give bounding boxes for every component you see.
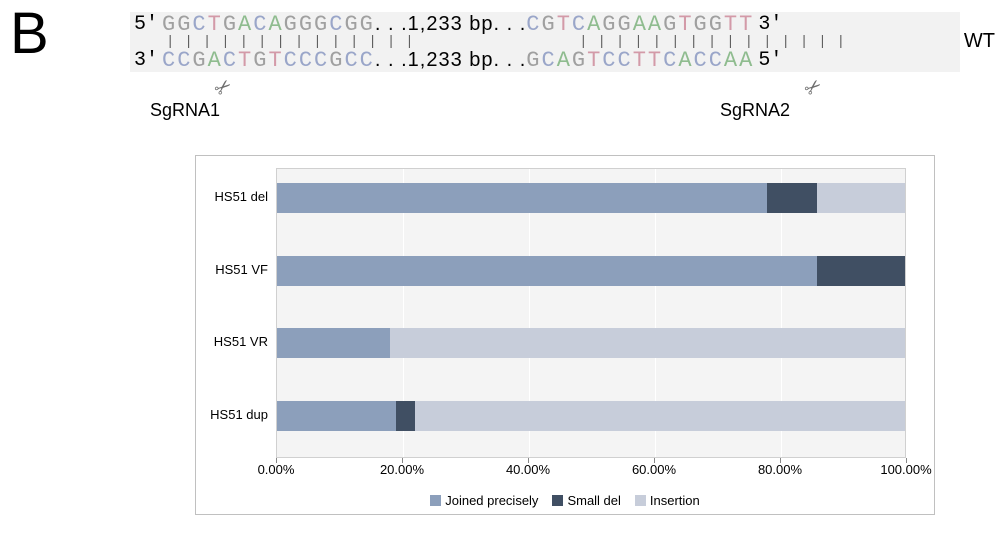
pair-ticks-left: |||||||||||||| [162, 37, 424, 47]
seq-bot-right: GCAGTCCTTCACCAA [526, 48, 754, 73]
sequence-block: 5' GGCTGACAGGGCGG . . .1,233 bp. . . CGT… [130, 12, 960, 72]
bar-segment [396, 401, 415, 431]
x-tick-mark [276, 458, 277, 463]
bar-row [277, 401, 905, 431]
x-tick-mark [528, 458, 529, 463]
x-tick-mark [780, 458, 781, 463]
legend-item: Insertion [635, 493, 700, 508]
legend-item: Joined precisely [430, 493, 538, 508]
panel-label: B [10, 0, 49, 67]
bar-row [277, 183, 905, 213]
bar-segment [767, 183, 817, 213]
sgrna2-label: SgRNA2 [720, 100, 790, 121]
bar-segment [277, 256, 817, 286]
x-tick-label: 0.00% [258, 462, 295, 477]
chart-legend: Joined precisely Small del Insertion [196, 493, 934, 508]
bar-segment [277, 328, 390, 358]
x-tick-mark [906, 458, 907, 463]
x-tick-label: 60.00% [632, 462, 676, 477]
bar-segment [277, 183, 767, 213]
chart-panel: Joined precisely Small del Insertion 0.00%… [195, 155, 935, 515]
bot-5prime: 5' [754, 49, 786, 72]
y-category-label: HS51 VR [208, 334, 268, 349]
gap-text-top: . . .1,233 bp. . . [375, 13, 526, 36]
wt-label: WT [964, 30, 995, 53]
pair-ticks-right: ||||||||||||||| [575, 37, 855, 47]
legend-swatch [430, 495, 441, 506]
bar-row [277, 256, 905, 286]
seq-top-left: GGCTGACAGGGCGG [162, 12, 375, 37]
x-tick-mark [654, 458, 655, 463]
bar-segment [415, 401, 905, 431]
bar-segment [817, 183, 905, 213]
legend-label: Joined precisely [445, 493, 538, 508]
x-tick-label: 40.00% [506, 462, 550, 477]
legend-label: Small del [567, 493, 620, 508]
bot-3prime: 3' [130, 49, 162, 72]
bar-segment [817, 256, 905, 286]
sgrna1-label: SgRNA1 [150, 100, 220, 121]
y-category-label: HS51 del [208, 189, 268, 204]
x-tick-label: 80.00% [758, 462, 802, 477]
top-3prime: 3' [754, 13, 786, 36]
bar-segment [277, 401, 396, 431]
bar-row [277, 328, 905, 358]
x-tick-label: 100.00% [880, 462, 931, 477]
y-category-label: HS51 VF [208, 262, 268, 277]
plot-area [276, 168, 906, 458]
gap-text-bot: . . .1,233 bp. . . [375, 49, 526, 72]
x-tick-label: 20.00% [380, 462, 424, 477]
legend-label: Insertion [650, 493, 700, 508]
seq-top-right: CGTCAGGAAGTGGTT [526, 12, 754, 37]
legend-swatch [635, 495, 646, 506]
y-category-label: HS51 dup [208, 407, 268, 422]
top-5prime: 5' [130, 13, 162, 36]
x-tick-mark [402, 458, 403, 463]
bar-segment [390, 328, 905, 358]
scissor-icon: ✂ [799, 73, 828, 103]
legend-item: Small del [552, 493, 620, 508]
seq-bot-left: CCGACTGTCCCGCC [162, 48, 375, 73]
legend-swatch [552, 495, 563, 506]
scissor-icon: ✂ [209, 73, 238, 103]
